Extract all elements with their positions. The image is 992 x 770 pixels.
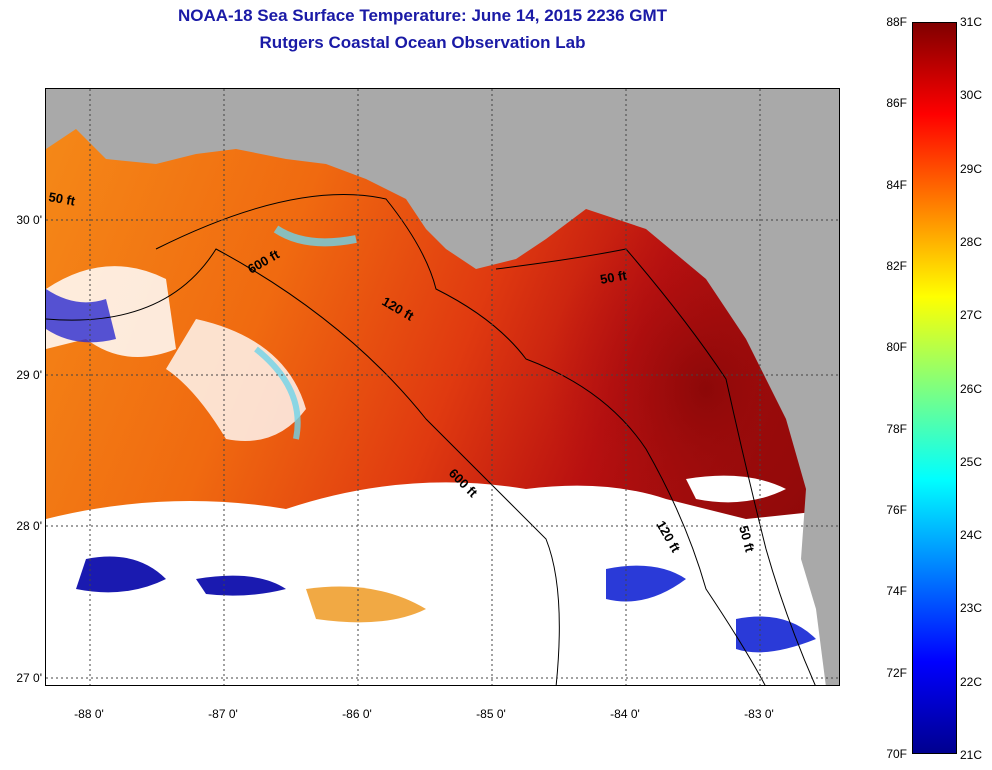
fahrenheit-label: 82F bbox=[886, 259, 907, 273]
cloud-patch bbox=[686, 475, 786, 503]
contour-120ft bbox=[155, 194, 766, 685]
latitude-label: 28 0' bbox=[16, 519, 42, 533]
celsius-label: 24C bbox=[960, 528, 983, 542]
celsius-label: 31C bbox=[960, 15, 983, 29]
contour-label: 50 ft bbox=[47, 189, 77, 209]
fahrenheit-label: 74F bbox=[886, 584, 907, 598]
warm-patch bbox=[306, 586, 426, 623]
cool-patch bbox=[736, 616, 816, 653]
cool-patch bbox=[76, 556, 166, 593]
cool-streak bbox=[254, 346, 301, 440]
contour-label: 50 ft bbox=[736, 524, 758, 554]
map-subtitle: Rutgers Coastal Ocean Observation Lab bbox=[259, 33, 586, 52]
celsius-label: 21C bbox=[960, 748, 983, 762]
cloud-patch bbox=[166, 319, 306, 441]
longitude-label: -83 0' bbox=[744, 707, 774, 721]
celsius-label: 29C bbox=[960, 162, 983, 176]
celsius-label: 27C bbox=[960, 308, 983, 322]
colorbar-gradient bbox=[913, 23, 956, 753]
celsius-label: 22C bbox=[960, 675, 983, 689]
fahrenheit-label: 78F bbox=[886, 422, 907, 436]
fahrenheit-label: 72F bbox=[886, 666, 907, 680]
fahrenheit-label: 76F bbox=[886, 503, 907, 517]
sst-map: 50 ft 600 ft 120 ft 50 ft 600 ft 120 ft … bbox=[45, 88, 840, 686]
contour-label: 50 ft bbox=[599, 267, 629, 287]
fahrenheit-label: 88F bbox=[886, 15, 907, 29]
celsius-label: 25C bbox=[960, 455, 983, 469]
temperature-colorbar bbox=[912, 22, 957, 754]
fahrenheit-label: 84F bbox=[886, 178, 907, 192]
fahrenheit-label: 70F bbox=[886, 747, 907, 761]
cloud-cover-south bbox=[46, 482, 839, 685]
celsius-label: 30C bbox=[960, 88, 983, 102]
longitude-label: -85 0' bbox=[476, 707, 506, 721]
contour-600ft bbox=[46, 248, 560, 685]
sst-map-image: 50 ft 600 ft 120 ft 50 ft 600 ft 120 ft … bbox=[46, 89, 839, 685]
cool-patch bbox=[196, 575, 286, 596]
longitude-label: -88 0' bbox=[74, 707, 104, 721]
cool-patch bbox=[46, 289, 116, 343]
contour-50ft bbox=[495, 248, 816, 685]
longitude-label: -86 0' bbox=[342, 707, 372, 721]
fahrenheit-label: 86F bbox=[886, 96, 907, 110]
cool-streak bbox=[273, 225, 357, 247]
map-title: NOAA-18 Sea Surface Temperature: June 14… bbox=[177, 6, 668, 25]
latitude-label: 27 0' bbox=[16, 671, 42, 685]
celsius-label: 26C bbox=[960, 382, 983, 396]
celsius-label: 28C bbox=[960, 235, 983, 249]
celsius-label: 23C bbox=[960, 601, 983, 615]
longitude-label: -84 0' bbox=[610, 707, 640, 721]
longitude-label: -87 0' bbox=[208, 707, 238, 721]
land bbox=[46, 89, 839, 685]
latitude-label: 30 0' bbox=[16, 213, 42, 227]
fahrenheit-label: 80F bbox=[886, 340, 907, 354]
latitude-label: 29 0' bbox=[16, 368, 42, 382]
